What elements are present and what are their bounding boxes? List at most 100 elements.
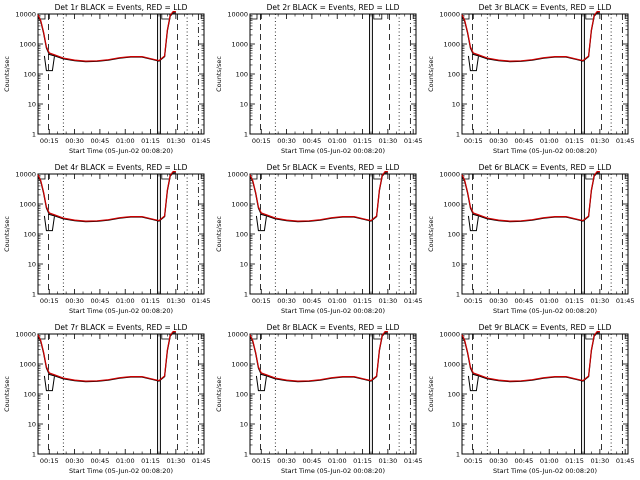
x-tick-label: 00:15 bbox=[464, 137, 483, 145]
range-flag-box bbox=[249, 13, 258, 20]
events-series-line bbox=[461, 12, 600, 63]
x-tick-label: 00:45 bbox=[303, 137, 322, 145]
panel-det-5: Det 5r BLACK = Events, RED = LLD Counts/s… bbox=[215, 163, 423, 315]
x-tick-label: 00:30 bbox=[277, 137, 296, 145]
y-tick-label: 10 bbox=[240, 421, 248, 429]
y-tick-label: 1000 bbox=[19, 201, 36, 209]
y-tick-label: 10 bbox=[240, 261, 248, 269]
events-dip-segment bbox=[43, 375, 55, 392]
x-tick-label: 00:30 bbox=[65, 137, 84, 145]
x-tick-label: 01:00 bbox=[540, 457, 559, 465]
x-tick-label: 01:45 bbox=[192, 297, 211, 305]
x-tick-label: 01:15 bbox=[565, 457, 584, 465]
y-tick-label: 1 bbox=[456, 291, 460, 299]
y-tick-label: 10 bbox=[28, 421, 36, 429]
x-axis-label: Start Time (05-Jun-02 00:08:20) bbox=[281, 307, 385, 315]
events-series-line bbox=[37, 12, 176, 63]
x-axis-label: Start Time (05-Jun-02 00:08:20) bbox=[493, 307, 597, 315]
events-dip-segment bbox=[43, 215, 55, 232]
x-tick-label: 00:45 bbox=[515, 297, 534, 305]
y-tick-label: 1000 bbox=[443, 361, 460, 369]
x-tick-label: 00:45 bbox=[303, 297, 322, 305]
y-tick-label: 100 bbox=[24, 71, 36, 79]
x-tick-label: 01:30 bbox=[166, 137, 185, 145]
lld-series-line bbox=[37, 171, 176, 222]
x-tick-label: 00:15 bbox=[464, 297, 483, 305]
events-series-line bbox=[249, 332, 388, 383]
y-tick-label: 1 bbox=[244, 131, 248, 139]
y-tick-label: 1000 bbox=[19, 41, 36, 49]
panel-title: Det 2r BLACK = Events, RED = LLD bbox=[267, 3, 400, 12]
lld-series-line bbox=[249, 171, 388, 222]
panel-title: Det 8r BLACK = Events, RED = LLD bbox=[267, 323, 400, 332]
y-tick-label: 1 bbox=[456, 131, 460, 139]
y-tick-label: 1000 bbox=[19, 361, 36, 369]
x-tick-label: 00:45 bbox=[303, 457, 322, 465]
x-tick-label: 01:15 bbox=[565, 137, 584, 145]
x-tick-label: 01:45 bbox=[616, 137, 635, 145]
y-tick-label: 1 bbox=[244, 291, 248, 299]
plot-frame bbox=[37, 13, 205, 135]
panel-title: Det 7r BLACK = Events, RED = LLD bbox=[55, 323, 188, 332]
x-tick-label: 00:15 bbox=[464, 457, 483, 465]
range-flag-box bbox=[161, 13, 171, 20]
events-dip-segment bbox=[255, 215, 267, 232]
lld-series-line bbox=[37, 11, 176, 62]
plot-frame bbox=[461, 173, 629, 295]
x-tick-label: 01:00 bbox=[540, 297, 559, 305]
x-tick-label: 01:15 bbox=[141, 137, 160, 145]
y-tick-label: 10 bbox=[240, 101, 248, 109]
events-series-line bbox=[461, 332, 600, 383]
x-tick-label: 00:15 bbox=[252, 137, 271, 145]
events-series-line bbox=[249, 172, 388, 223]
y-tick-label: 10000 bbox=[439, 11, 460, 19]
x-tick-label: 01:00 bbox=[540, 137, 559, 145]
panel-title: Det 4r BLACK = Events, RED = LLD bbox=[55, 163, 188, 172]
range-flag-box bbox=[585, 333, 595, 340]
y-tick-label: 10000 bbox=[227, 331, 248, 339]
y-axis-label: Counts/sec bbox=[427, 56, 435, 92]
x-axis-label: Start Time (05-Jun-02 00:08:20) bbox=[493, 467, 597, 475]
x-tick-label: 01:15 bbox=[565, 297, 584, 305]
x-tick-label: 01:00 bbox=[328, 137, 347, 145]
x-tick-label: 01:00 bbox=[116, 137, 135, 145]
panel-det-4: Det 4r BLACK = Events, RED = LLD Counts/s… bbox=[3, 163, 211, 315]
y-tick-label: 10 bbox=[452, 421, 460, 429]
y-tick-label: 10000 bbox=[15, 171, 36, 179]
x-tick-label: 01:00 bbox=[116, 457, 135, 465]
panel-det-2: Det 2r BLACK = Events, RED = LLD Counts/s… bbox=[215, 3, 423, 155]
x-tick-label: 00:45 bbox=[91, 457, 110, 465]
x-axis-label: Start Time (05-Jun-02 00:08:20) bbox=[69, 147, 173, 155]
panel-det-3: Det 3r BLACK = Events, RED = LLD Counts/s… bbox=[427, 3, 635, 155]
x-tick-label: 00:30 bbox=[489, 297, 508, 305]
y-axis-label: Counts/sec bbox=[3, 376, 11, 412]
x-tick-label: 01:45 bbox=[192, 137, 211, 145]
plot-frame bbox=[249, 333, 417, 455]
x-tick-label: 01:30 bbox=[166, 457, 185, 465]
lld-series-line bbox=[37, 331, 176, 382]
plot-frame bbox=[249, 173, 417, 295]
plot-frame bbox=[249, 13, 417, 135]
y-tick-label: 100 bbox=[24, 391, 36, 399]
y-tick-label: 10000 bbox=[15, 11, 36, 19]
x-tick-label: 00:45 bbox=[91, 297, 110, 305]
y-tick-label: 1 bbox=[32, 131, 36, 139]
x-tick-label: 00:15 bbox=[40, 457, 59, 465]
x-tick-label: 01:15 bbox=[141, 297, 160, 305]
events-series-line bbox=[461, 172, 600, 223]
x-tick-label: 01:00 bbox=[328, 457, 347, 465]
x-axis-label: Start Time (05-Jun-02 00:08:20) bbox=[69, 467, 173, 475]
x-tick-label: 01:00 bbox=[328, 297, 347, 305]
x-axis-label: Start Time (05-Jun-02 00:08:20) bbox=[69, 307, 173, 315]
panel-title: Det 6r BLACK = Events, RED = LLD bbox=[479, 163, 612, 172]
range-flag-box bbox=[161, 173, 171, 180]
y-tick-label: 1 bbox=[456, 451, 460, 459]
x-tick-label: 01:30 bbox=[590, 137, 609, 145]
lld-series-line bbox=[461, 331, 600, 382]
events-dip-segment bbox=[43, 55, 55, 72]
y-tick-label: 1 bbox=[244, 451, 248, 459]
y-tick-label: 100 bbox=[448, 231, 460, 239]
x-tick-label: 01:15 bbox=[353, 137, 372, 145]
events-series-line bbox=[37, 332, 176, 383]
y-tick-label: 100 bbox=[24, 231, 36, 239]
